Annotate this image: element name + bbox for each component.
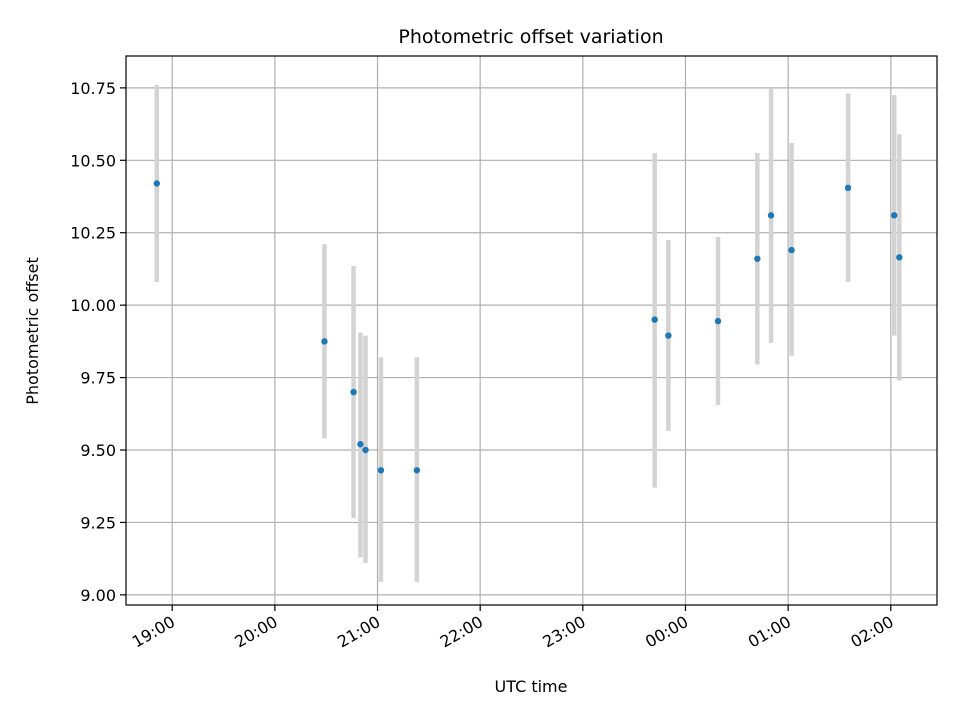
data-point [377, 467, 385, 474]
x-tick-label: 21:00 [334, 612, 383, 652]
data-point [362, 446, 369, 454]
data-points [153, 180, 903, 474]
x-tick-label: 00:00 [642, 612, 691, 652]
data-point [413, 467, 421, 474]
data-point [788, 246, 795, 254]
x-tick-label: 02:00 [847, 612, 896, 652]
x-axis-ticks: 19:00 20:00 21:00 22:00 23:00 00:00 01:00 02:00 [129, 605, 897, 652]
data-point [321, 338, 328, 345]
y-tick-label: 10.00 [70, 296, 116, 315]
y-tick-label: 9.00 [80, 586, 116, 605]
x-tick-label: 19:00 [129, 612, 178, 652]
x-tick-label: 20:00 [231, 612, 280, 652]
grid [126, 56, 937, 605]
x-tick-label: 23:00 [539, 612, 588, 652]
data-point [767, 212, 775, 219]
data-point [844, 184, 852, 192]
y-axis-label: Photometric offset [23, 257, 42, 405]
data-point [891, 212, 898, 219]
y-axis-ticks: 9.00 9.25 9.50 9.75 10.00 10.25 10.50 10.75 [70, 79, 126, 605]
data-point [350, 388, 357, 396]
y-tick-label: 9.50 [80, 441, 116, 460]
data-point [357, 441, 364, 448]
data-point [754, 255, 761, 262]
y-tick-label: 10.50 [70, 151, 116, 170]
x-tick-label: 22:00 [437, 612, 486, 652]
x-axis-label: UTC time [495, 677, 568, 696]
y-tick-label: 9.25 [80, 513, 116, 532]
data-point [153, 180, 160, 187]
y-tick-label: 10.25 [70, 224, 116, 243]
data-point [665, 332, 672, 339]
data-point [896, 254, 903, 261]
plot-frame [125, 55, 938, 606]
chart-title: Photometric offset variation [398, 26, 663, 48]
data-point [714, 317, 722, 325]
data-point [651, 316, 658, 323]
y-tick-label: 9.75 [80, 369, 116, 388]
y-tick-label: 10.75 [70, 79, 116, 98]
x-tick-label: 01:00 [745, 612, 794, 652]
